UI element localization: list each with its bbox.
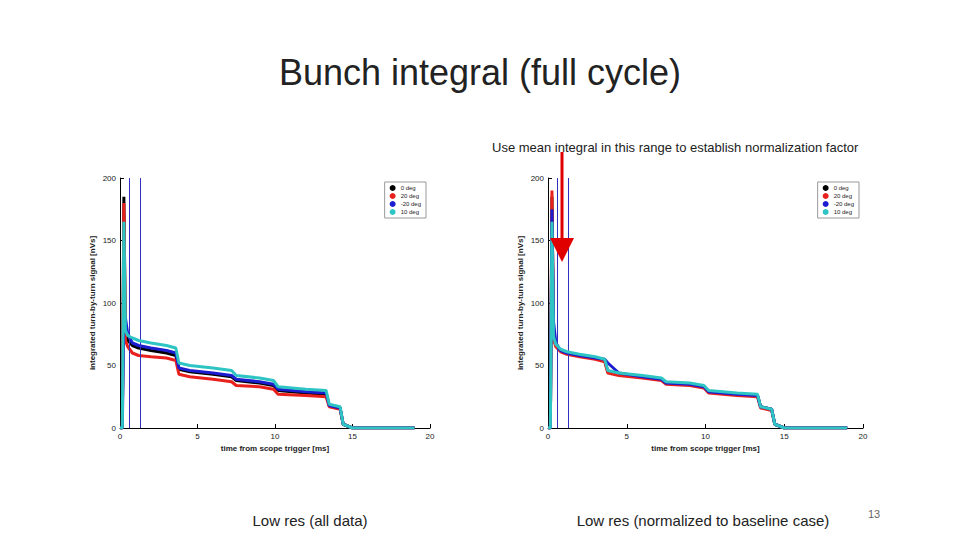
svg-text:integrated turn-by-turn signal: integrated turn-by-turn signal [nVs] [88,236,97,371]
svg-text:200: 200 [531,174,545,183]
svg-text:20: 20 [426,432,435,441]
svg-text:time from scope trigger [ms]: time from scope trigger [ms] [651,444,760,453]
html-text:Use mean integral in this rang: Use mean integral in this range to estab… [492,140,859,155]
svg-text:100: 100 [531,299,545,308]
svg-text:-20 deg: -20 deg [834,201,854,207]
svg-text:100: 100 [103,299,117,308]
svg-text:0: 0 [546,432,551,441]
svg-text:200: 200 [103,174,117,183]
svg-text:50: 50 [535,361,544,370]
svg-text:5: 5 [625,432,630,441]
svg-text:15: 15 [348,432,357,441]
svg-text:integrated turn-by-turn signal: integrated turn-by-turn signal [nVs] [516,236,525,371]
svg-text:0 deg: 0 deg [401,185,416,191]
svg-text:time from scope trigger [ms]: time from scope trigger [ms] [221,444,330,453]
html-text:Bunch integral (full cycle): Bunch integral (full cycle) [278,52,682,93]
svg-text:10 deg: 10 deg [834,209,852,215]
html-text:Low res (all data): Low res (all data) [252,512,368,529]
svg-text:20 deg: 20 deg [834,193,852,199]
html-text:13: 13 [868,508,881,520]
html-text:Low res (normalized to baselin: Low res (normalized to baseline case) [576,512,830,529]
svg-text:50: 50 [107,361,116,370]
svg-text:15: 15 [780,432,789,441]
svg-text:20 deg: 20 deg [401,193,419,199]
svg-text:10: 10 [701,432,710,441]
svg-text:10: 10 [271,432,280,441]
svg-text:-20 deg: -20 deg [401,201,421,207]
svg-text:150: 150 [103,236,117,245]
svg-text:150: 150 [531,236,545,245]
svg-text:0: 0 [540,424,545,433]
svg-text:10 deg: 10 deg [401,209,419,215]
svg-text:0 deg: 0 deg [834,185,849,191]
svg-text:0: 0 [118,432,123,441]
svg-text:20: 20 [859,432,868,441]
svg-text:5: 5 [195,432,200,441]
svg-text:0: 0 [112,424,117,433]
